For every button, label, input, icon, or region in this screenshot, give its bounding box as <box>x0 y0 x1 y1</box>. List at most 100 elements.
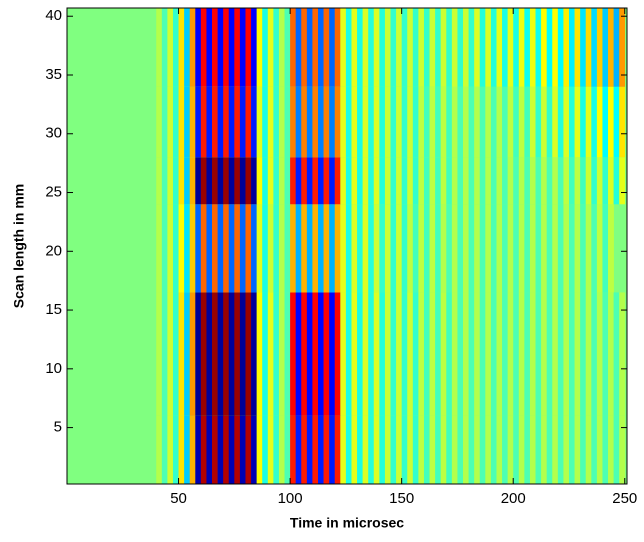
heat-cell <box>329 415 336 484</box>
heat-cell <box>89 157 96 205</box>
heat-cell <box>479 157 486 205</box>
heat-cell <box>161 415 168 484</box>
heat-cell <box>541 415 547 484</box>
heat-cell <box>384 204 391 293</box>
heat-cell <box>106 86 112 158</box>
heat-cell <box>72 204 79 293</box>
heat-cell <box>278 204 285 293</box>
heat-cell <box>440 204 447 293</box>
heat-cell <box>351 204 358 293</box>
heat-cell <box>518 415 525 484</box>
heat-cell <box>608 204 614 293</box>
heat-cell <box>401 415 408 484</box>
heat-cell <box>619 8 626 87</box>
heat-cell <box>546 415 553 484</box>
heat-cell <box>234 86 241 158</box>
heat-cell <box>585 86 592 158</box>
heat-cell <box>117 204 124 293</box>
heat-cell <box>557 8 564 87</box>
heat-cell <box>200 157 207 205</box>
heat-cell <box>485 8 492 87</box>
heat-cell <box>485 415 492 484</box>
heat-cell <box>172 292 179 416</box>
heat-cell <box>418 157 425 205</box>
heat-cell <box>234 415 241 484</box>
heat-cell <box>362 292 369 416</box>
heat-cell <box>94 415 101 484</box>
heat-cell <box>535 86 542 158</box>
heat-cell <box>145 157 151 205</box>
heat-cell <box>334 292 341 416</box>
heat-cell <box>496 157 503 205</box>
heat-cell <box>463 8 469 87</box>
heat-cell <box>529 415 536 484</box>
heat-cell <box>429 415 436 484</box>
heat-cell <box>474 292 481 416</box>
heat-cell <box>228 86 235 158</box>
x-tick-label: 50 <box>170 490 187 507</box>
heat-cell <box>546 204 553 293</box>
heat-cell <box>111 204 118 293</box>
heat-cell <box>373 204 380 293</box>
heat-cell <box>529 204 536 293</box>
heat-cell <box>446 204 453 293</box>
heat-cell <box>301 415 308 484</box>
heat-cell <box>184 415 191 484</box>
heat-cell <box>111 157 118 205</box>
heat-cell <box>507 204 514 293</box>
heat-cell <box>485 204 492 293</box>
heat-cell <box>278 157 285 205</box>
heat-cell <box>552 415 559 484</box>
heat-cell <box>128 415 135 484</box>
heat-cell <box>440 157 447 205</box>
heat-cell <box>122 86 129 158</box>
heat-cell <box>245 86 252 158</box>
heat-cell <box>122 292 129 416</box>
heat-cell <box>329 292 336 416</box>
heat-cell <box>446 157 453 205</box>
heat-cell <box>390 157 397 205</box>
plot-frame <box>66 7 628 485</box>
heat-cell <box>167 415 174 484</box>
heat-cell <box>111 292 118 416</box>
heat-cell <box>390 86 397 158</box>
heat-cell <box>541 157 547 205</box>
heat-cell <box>524 204 531 293</box>
heat-cell <box>295 8 302 87</box>
heat-cell <box>563 8 570 87</box>
heat-cell <box>290 292 296 416</box>
heat-cell <box>373 8 380 87</box>
heat-cell <box>513 86 520 158</box>
heat-cell <box>83 292 90 416</box>
heat-cell <box>317 415 324 484</box>
heat-cell <box>133 292 140 416</box>
heat-cell <box>412 415 419 484</box>
heat-cell <box>585 8 592 87</box>
heat-cell <box>608 415 614 484</box>
heat-cell <box>223 157 230 205</box>
heat-cell <box>228 157 235 205</box>
heat-cell <box>200 86 207 158</box>
y-tick-label: 35 <box>45 66 62 83</box>
heat-cell <box>150 8 157 87</box>
heat-cell <box>256 157 263 205</box>
heat-cell <box>407 292 414 416</box>
heat-cell <box>507 292 514 416</box>
heat-cell <box>490 204 497 293</box>
heat-cell <box>535 415 542 484</box>
heat-cell <box>412 157 419 205</box>
heat-cell <box>502 8 508 87</box>
heat-cell <box>228 204 235 293</box>
heat-cell <box>446 86 453 158</box>
heat-cell <box>284 204 291 293</box>
heat-cell <box>111 86 118 158</box>
heat-cell <box>67 204 73 293</box>
heat-cell <box>474 86 481 158</box>
heat-cell <box>429 204 436 293</box>
heat-cell <box>122 8 129 87</box>
heat-cell <box>273 292 280 416</box>
heat-cell <box>234 157 241 205</box>
heat-cell <box>351 8 358 87</box>
